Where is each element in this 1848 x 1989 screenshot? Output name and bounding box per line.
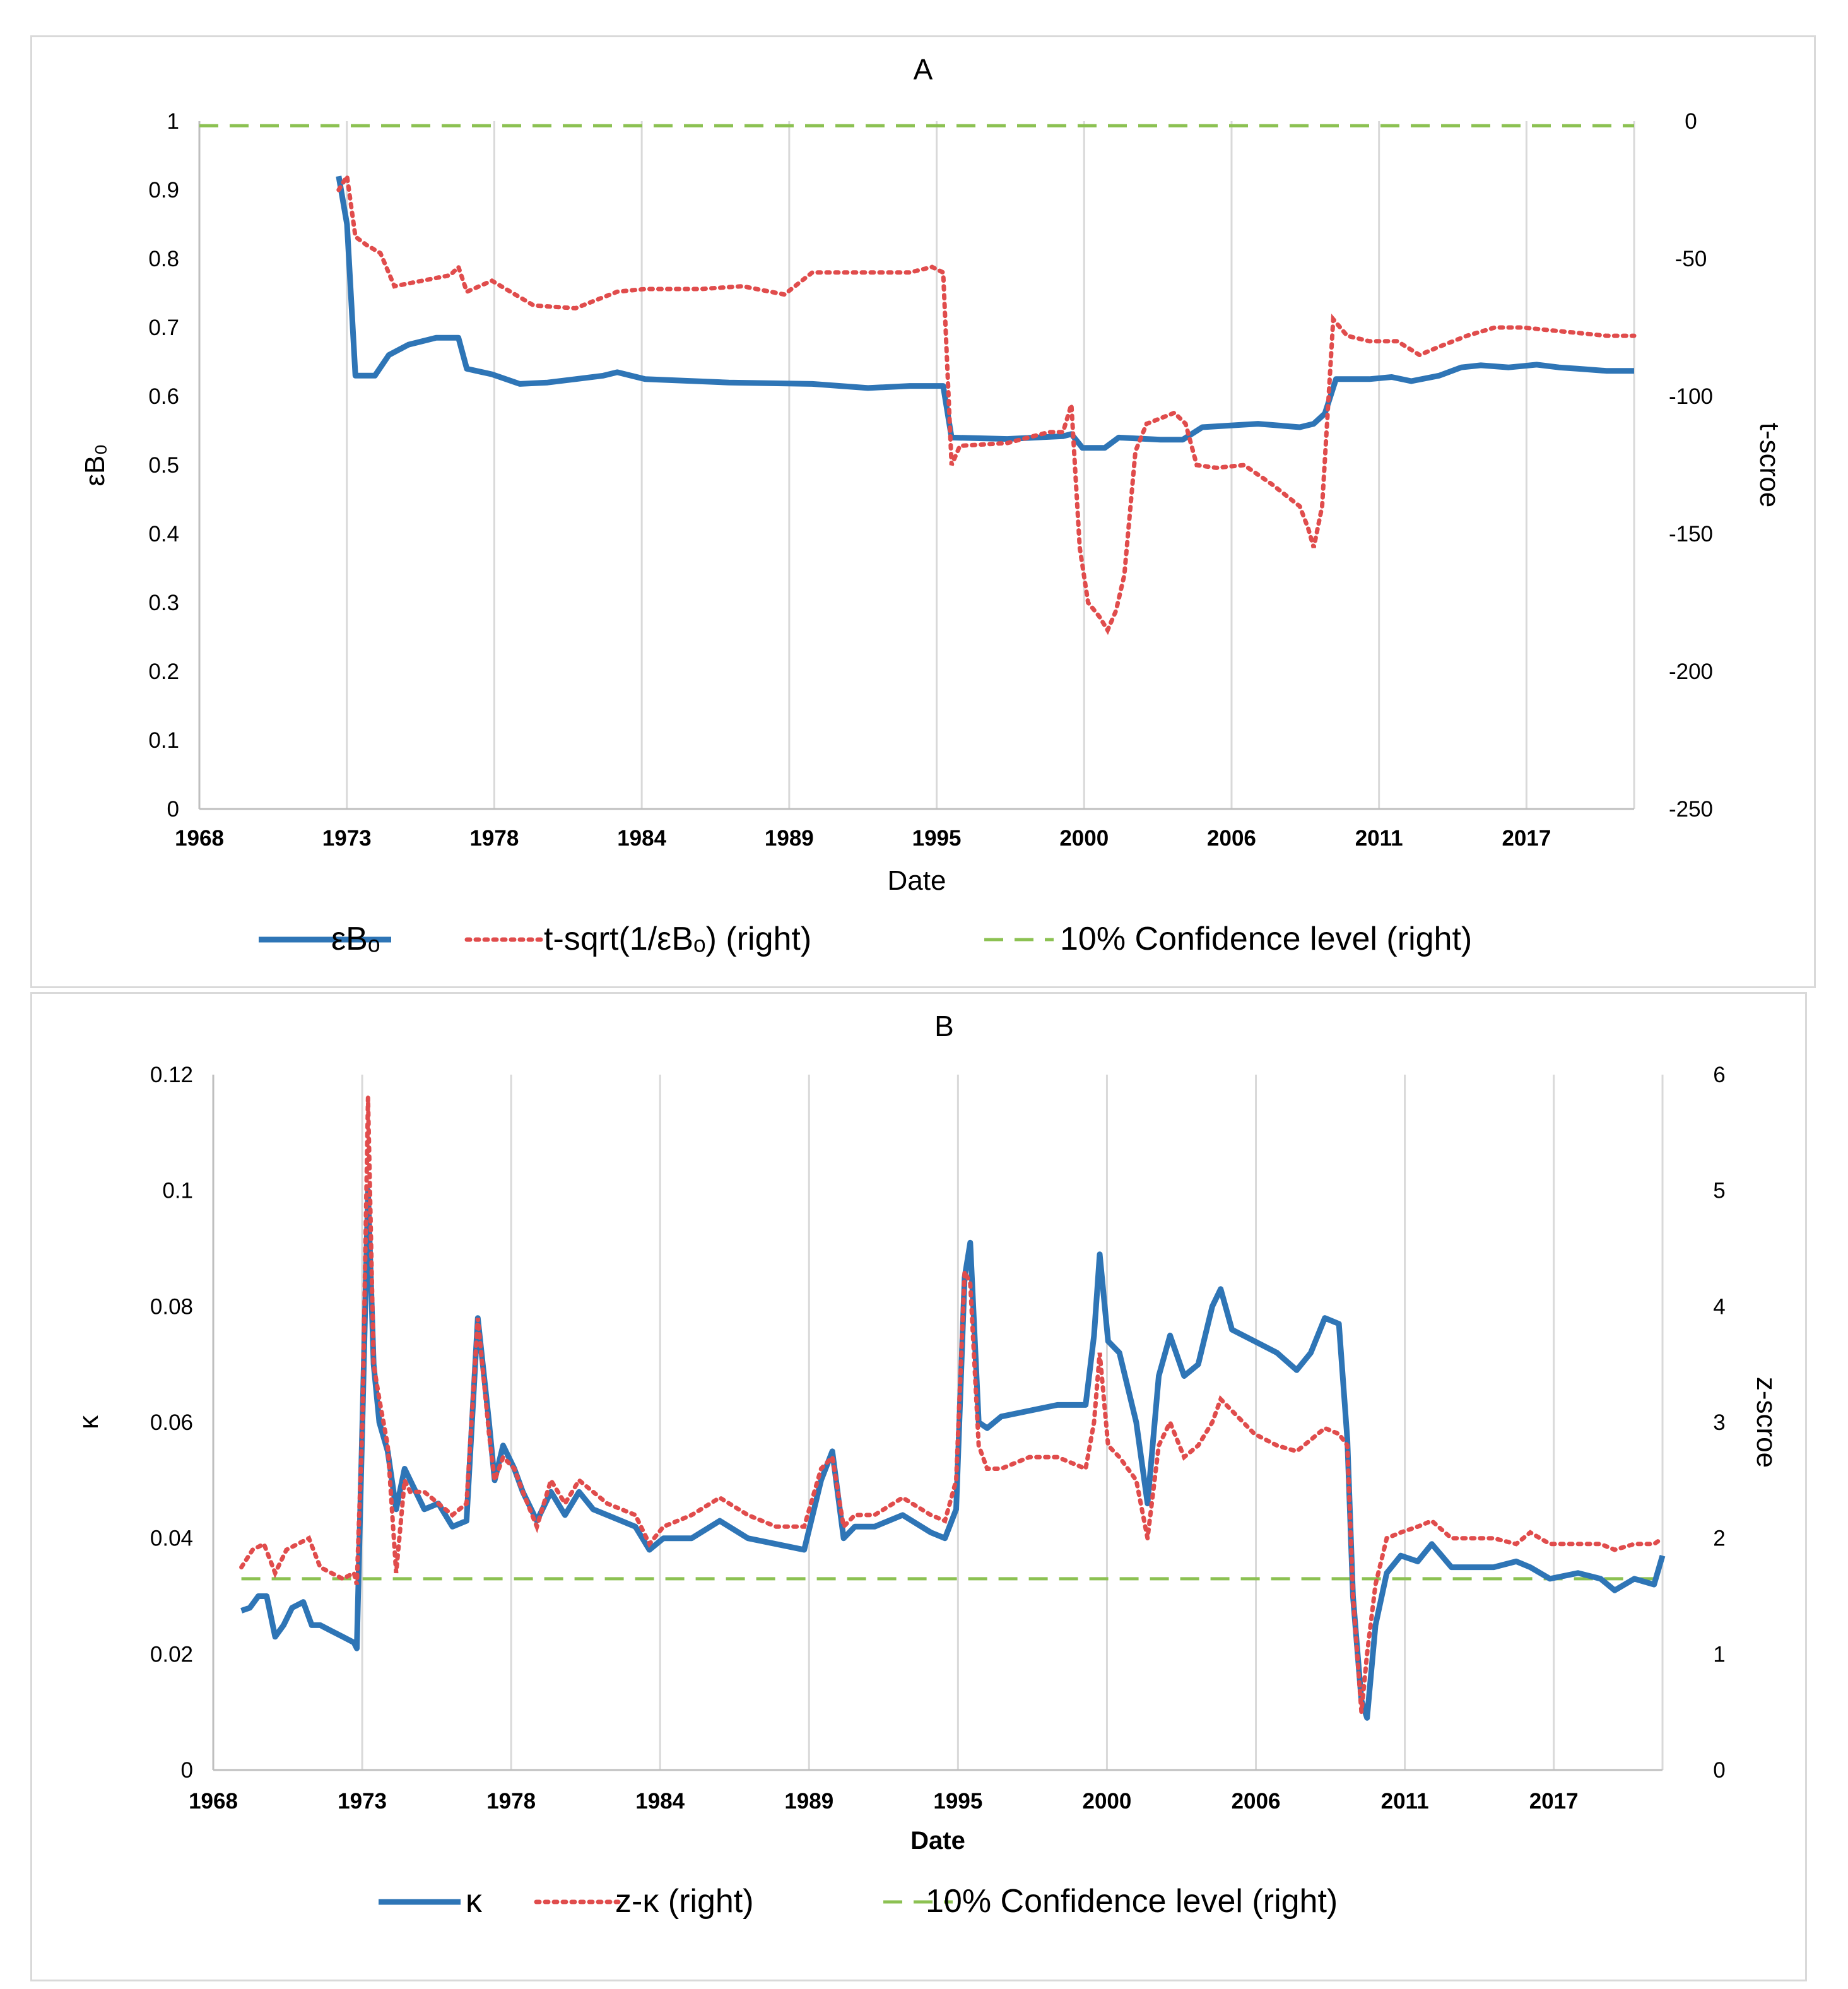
- y-tick-label-left: 0.06: [150, 1410, 193, 1435]
- y-tick-label-left: 0.3: [148, 591, 179, 615]
- y-tick-label-left: 0.4: [148, 522, 179, 546]
- x-tick-label: 2000: [1083, 1789, 1132, 1814]
- y-tick-label-left: 0.02: [150, 1642, 193, 1667]
- y-axis-title-left: εB₀: [79, 444, 110, 486]
- y-tick-label-left: 0.1: [148, 728, 179, 753]
- y-axis-title-left: κ: [73, 1415, 104, 1429]
- x-tick-label: 1984: [635, 1789, 685, 1814]
- y-tick-label-left: 0.5: [148, 453, 179, 478]
- y-tick-label-right: -100: [1669, 384, 1713, 409]
- x-tick-label: 1978: [486, 1789, 536, 1814]
- y-tick-label-left: 0.8: [148, 247, 179, 271]
- series-line-main: [336, 175, 1634, 451]
- x-tick-label: 1989: [784, 1789, 833, 1814]
- legend-label: κ: [466, 1883, 483, 1920]
- y-tick-label-left: 0.6: [148, 384, 179, 409]
- y-tick-label-left: 0.08: [150, 1294, 193, 1319]
- y-tick-label-right: 6: [1713, 1063, 1725, 1087]
- y-tick-label-right: 3: [1713, 1410, 1725, 1435]
- y-tick-label-right: 2: [1713, 1526, 1725, 1551]
- series-line-score: [336, 169, 1637, 635]
- x-tick-label: 1995: [912, 826, 962, 851]
- legend-label: 10% Confidence level (right): [1060, 921, 1472, 957]
- y-tick-label-left: 0.2: [148, 659, 179, 684]
- y-tick-label-left: 0.1: [162, 1179, 193, 1203]
- y-tick-label-left: 0.04: [150, 1526, 193, 1551]
- y-tick-label-left: 0.12: [150, 1063, 193, 1087]
- y-tick-label-right: 0: [1685, 109, 1697, 134]
- x-tick-label: 1995: [933, 1789, 982, 1814]
- y-axis-title-right: t-scroe: [1754, 423, 1785, 507]
- series-line-score: [239, 1097, 1665, 1713]
- x-tick-label: 1989: [765, 826, 814, 851]
- x-tick-label: 1978: [469, 826, 519, 851]
- legend-label: εBₒ: [331, 921, 380, 957]
- x-tick-label: 1984: [617, 826, 666, 851]
- x-tick-label: 1973: [322, 826, 372, 851]
- y-tick-label-right: 1: [1713, 1642, 1725, 1667]
- series-line-main: [240, 1188, 1666, 1721]
- x-tick-label: 2011: [1355, 826, 1403, 851]
- x-tick-label: 2006: [1207, 826, 1256, 851]
- x-tick-label: 1973: [338, 1789, 387, 1814]
- y-tick-label-left: 1: [167, 109, 179, 134]
- y-tick-label-right: 5: [1713, 1179, 1725, 1203]
- chart-panel-a: [30, 35, 1816, 988]
- x-tick-label: 2017: [1529, 1789, 1579, 1814]
- y-tick-label-left: 0: [181, 1758, 193, 1783]
- x-tick-label: 1968: [175, 826, 224, 851]
- legend-label: z-κ (right): [615, 1883, 754, 1920]
- y-tick-label-right: 0: [1713, 1758, 1725, 1783]
- y-tick-label-right: -250: [1669, 797, 1713, 822]
- y-tick-label-left: 0.7: [148, 316, 179, 340]
- y-tick-label-right: -200: [1669, 659, 1713, 684]
- x-tick-label: 2000: [1059, 826, 1109, 851]
- x-axis-title: Date: [910, 1827, 965, 1855]
- chart-title-b: B: [934, 1010, 954, 1042]
- y-axis-title-right: z-scroe: [1751, 1377, 1782, 1468]
- x-tick-label: 2011: [1381, 1789, 1429, 1814]
- y-tick-label-right: 4: [1713, 1294, 1725, 1319]
- y-tick-label-right: -150: [1669, 522, 1713, 546]
- legend-label: 10% Confidence level (right): [926, 1883, 1338, 1920]
- y-tick-label-right: -50: [1675, 247, 1707, 271]
- y-tick-label-left: 0.9: [148, 178, 179, 203]
- x-tick-label: 1968: [189, 1789, 238, 1814]
- x-tick-label: 2006: [1232, 1789, 1281, 1814]
- chart-panel-b: [30, 992, 1807, 1981]
- legend-label: t-sqrt(1/εBₒ) (right): [544, 921, 811, 957]
- x-axis-title: Date: [888, 865, 946, 896]
- y-tick-label-left: 0: [167, 797, 179, 822]
- x-tick-label: 2017: [1502, 826, 1551, 851]
- chart-title-a: A: [914, 53, 933, 86]
